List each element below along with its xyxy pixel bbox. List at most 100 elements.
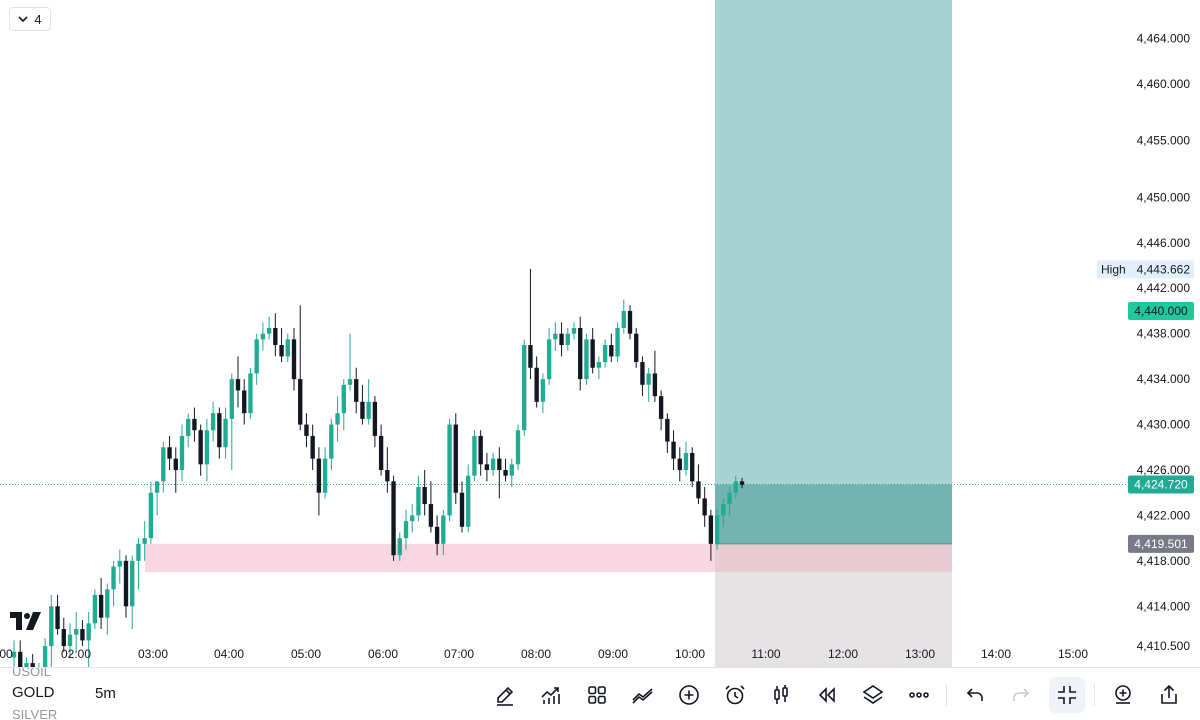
alert-price-label-bg [1128, 301, 1194, 320]
alerts-button[interactable] [720, 680, 750, 710]
time-axis[interactable]: 00 02:00 03:00 04:00 05:00 06:00 07:00 08:00 09:… [0, 647, 1088, 661]
candle [621, 299, 626, 334]
candle-body [316, 458, 322, 493]
time-tick-label: 13:00 [905, 647, 935, 661]
candle [640, 356, 645, 397]
add-button[interactable] [674, 680, 704, 710]
watchlist-add-button[interactable] [1108, 680, 1138, 710]
support-stop-overlap [715, 543, 952, 573]
candle-body [590, 339, 595, 368]
candle [571, 322, 577, 340]
redo-button[interactable] [1006, 680, 1036, 710]
candle-body [161, 447, 166, 482]
time-tick-label: 08:00 [521, 647, 551, 661]
compare-button[interactable] [628, 680, 658, 710]
candle-body [422, 487, 427, 505]
candle [609, 333, 614, 363]
symbol-current[interactable]: GOLD [12, 684, 55, 701]
candle-body [490, 458, 496, 470]
candle [38, 663, 40, 667]
candle-body [74, 629, 79, 635]
candle [273, 313, 278, 357]
time-tick-label: 07:00 [444, 647, 474, 661]
object-tree-button[interactable] [858, 680, 888, 710]
candle-body [453, 424, 458, 493]
drawing-tools-button[interactable] [490, 680, 520, 710]
candle-body [42, 646, 48, 667]
interval-selector[interactable]: 5m [95, 685, 116, 702]
candle [285, 333, 290, 363]
candle [279, 328, 284, 363]
candle-body [167, 447, 172, 459]
candle [161, 441, 166, 493]
candle [615, 322, 620, 363]
chart-type-button[interactable] [766, 680, 796, 710]
candle-body [410, 515, 415, 522]
candle-body [366, 401, 371, 419]
undo-button[interactable] [960, 680, 990, 710]
candle [55, 594, 60, 635]
candle-body [285, 339, 290, 357]
candle [173, 447, 178, 493]
candle [49, 594, 54, 667]
price-tick-label: 4,430.000 [1137, 418, 1191, 432]
candlestick-series [11, 268, 745, 667]
candle-body [235, 379, 241, 391]
candle [677, 447, 682, 482]
candle [105, 583, 110, 635]
time-tick-label: 00 [0, 647, 13, 661]
indicators-button[interactable] [536, 680, 566, 710]
candle [459, 481, 465, 533]
candle-body [615, 328, 620, 357]
candle [434, 515, 440, 556]
candle [410, 504, 415, 533]
symbol-next[interactable]: SILVER [12, 707, 58, 720]
candle-body [727, 492, 732, 505]
symbol-prev[interactable]: USOIL [12, 668, 52, 679]
candle-body [347, 379, 353, 385]
candle-body [279, 345, 284, 357]
candle-body [403, 521, 409, 539]
candle [136, 538, 141, 590]
exit-fullscreen-button[interactable] [1049, 677, 1085, 713]
candle-body [634, 333, 639, 363]
candle [98, 577, 104, 630]
compare-lines-icon [632, 688, 653, 704]
candle [266, 316, 272, 340]
candle-body [478, 435, 483, 465]
candle [652, 350, 658, 402]
more-button[interactable] [904, 680, 934, 710]
candle-body [273, 328, 278, 346]
collapse-panel-button[interactable]: 4 [9, 7, 51, 31]
candle [553, 322, 558, 351]
chart-canvas[interactable]: 4,476.0004,472.0004,468.0004,464.0004,46… [0, 0, 1200, 667]
candle [360, 384, 365, 425]
undo-icon [966, 688, 983, 701]
long-position-target-zone[interactable] [715, 0, 952, 544]
candle-body [571, 328, 577, 334]
candle-body [428, 504, 434, 527]
candle [478, 430, 483, 476]
candle-body [24, 663, 29, 667]
candle [18, 640, 23, 667]
replay-button[interactable] [812, 680, 842, 710]
candle-body [298, 379, 303, 425]
candle [441, 509, 446, 556]
candle [509, 458, 514, 488]
candle-body [497, 458, 502, 470]
time-tick-label: 06:00 [368, 647, 398, 661]
price-tick-label: 4,414.000 [1137, 599, 1191, 613]
share-button[interactable] [1154, 680, 1184, 710]
symbol-switcher[interactable]: USOIL GOLD SILVER [12, 668, 82, 720]
price-axis[interactable]: 4,476.0004,472.0004,468.0004,464.0004,46… [1097, 0, 1194, 667]
candle [154, 481, 160, 516]
candle [123, 555, 129, 618]
current-price-label-bg [1128, 475, 1194, 494]
layouts-button[interactable] [582, 680, 612, 710]
candle-body [522, 345, 527, 431]
layers-icon [862, 685, 884, 704]
candle-body [186, 418, 191, 436]
candle [559, 322, 564, 357]
candle-body [385, 470, 390, 482]
candle-body [714, 515, 720, 544]
